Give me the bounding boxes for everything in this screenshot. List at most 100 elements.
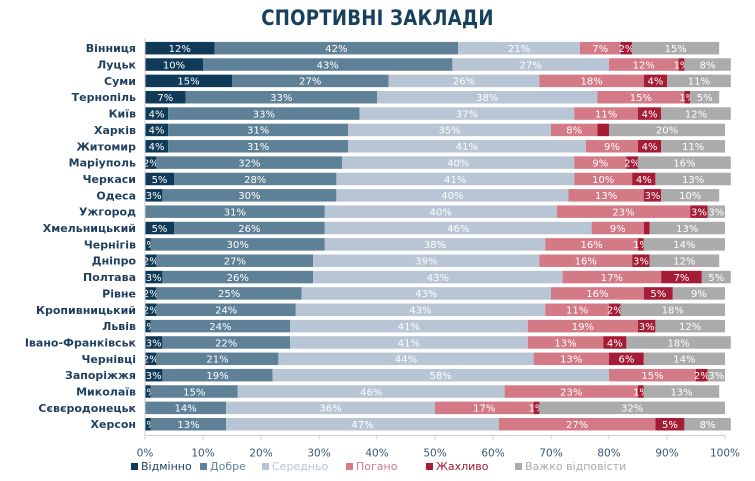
data-label: 4% <box>647 77 663 88</box>
x-tick-label: 50% <box>423 447 446 459</box>
bar-segment-важко-відповісти <box>609 123 725 137</box>
data-label: 13% <box>554 338 576 349</box>
x-tick-label: 30% <box>307 447 330 459</box>
data-label: 16% <box>673 158 695 169</box>
bar-segment-погано <box>504 385 638 398</box>
data-label: 41% <box>444 175 466 186</box>
data-label: 2% <box>143 257 159 268</box>
category-label: Черкаси <box>83 173 136 186</box>
chart-title: СПОРТИВНІ ЗАКЛАДИ <box>261 6 494 30</box>
bar-segment-відмінно <box>145 58 203 71</box>
bar-segment-жахливо <box>638 238 644 251</box>
legend-item-важко-відповісти[interactable]: Важко відповісти <box>515 460 626 473</box>
bar-segment-відмінно <box>145 140 169 153</box>
data-label: 8% <box>700 60 716 71</box>
bar-segment-жахливо <box>533 401 540 415</box>
bar-segment-погано <box>597 90 685 104</box>
data-label: 17% <box>601 273 623 284</box>
bar-segment-жахливо <box>626 156 638 169</box>
bar-segment-добре <box>232 74 389 88</box>
bar-segment-жахливо <box>638 319 656 333</box>
bar-segment-добре <box>214 41 459 55</box>
bar-segment-середньо <box>458 41 580 55</box>
x-tick-label: 60% <box>481 447 504 459</box>
data-label: 35% <box>438 126 460 137</box>
data-label: 18% <box>662 306 684 317</box>
legend-item-добре[interactable]: Добре <box>200 460 246 473</box>
bar-segment-жахливо <box>684 90 691 104</box>
bar-segment-важко-відповісти <box>649 221 725 235</box>
bar-segment-погано <box>533 352 609 366</box>
data-label: 1% <box>529 404 545 415</box>
bar-segment-погано <box>574 172 633 186</box>
data-label: 1% <box>140 240 156 251</box>
legend-item-жахливо[interactable]: Жахливо <box>426 460 489 473</box>
category-label: Суми <box>104 75 136 88</box>
bar-segment-відмінно <box>145 123 169 137</box>
bar-segment-відмінно <box>145 352 157 366</box>
bar-segment-жахливо <box>603 336 627 349</box>
bar-segment-важко-відповісти <box>707 368 725 382</box>
data-label: 5% <box>152 175 168 186</box>
bar-segment-погано <box>574 156 627 169</box>
bar-segment-жахливо <box>655 417 685 431</box>
bar-segment-відмінно <box>145 319 151 333</box>
data-label: 1% <box>633 240 649 251</box>
bar-segment-жахливо <box>678 58 685 71</box>
bar-segment-відмінно <box>145 287 157 300</box>
legend-item-середньо[interactable]: Середньо <box>262 460 328 473</box>
bar-segment-погано <box>545 238 638 251</box>
bar-segment-середньо <box>359 107 575 120</box>
data-label: 42% <box>325 44 347 55</box>
bar-segment-добре <box>168 107 360 120</box>
data-label: 4% <box>636 175 652 186</box>
data-label: 13% <box>595 191 617 202</box>
bar-segment-середньо <box>324 238 546 251</box>
legend-swatch <box>346 463 353 470</box>
data-label: 5% <box>662 420 678 431</box>
data-label: 1% <box>140 420 156 431</box>
data-label: 11% <box>595 109 617 120</box>
legend-item-відмінно[interactable]: Відмінно <box>131 460 192 473</box>
bar-segment-погано <box>585 140 638 153</box>
data-label: 12% <box>169 44 191 55</box>
data-label: 10% <box>163 60 185 71</box>
x-tick-label: 20% <box>249 447 272 459</box>
data-label: 25% <box>218 289 240 300</box>
data-label: 33% <box>253 109 275 120</box>
bar-segment-середньо <box>226 401 435 415</box>
data-label: 5% <box>650 289 666 300</box>
data-label: 13% <box>676 224 698 235</box>
category-label: Рівне <box>102 287 136 300</box>
bar-segment-відмінно <box>145 417 151 431</box>
data-label: 14% <box>174 404 196 415</box>
category-label: Кропивницький <box>36 304 136 317</box>
bar-segment-добре <box>150 385 238 398</box>
bar-segment-погано <box>527 319 638 333</box>
data-label: 11% <box>688 77 710 88</box>
data-label: 31% <box>247 142 269 153</box>
bar-segment-добре <box>168 123 348 137</box>
bar-segment-важко-відповісти <box>672 287 725 300</box>
bar-segment-середньо <box>313 270 563 284</box>
legend-label: Важко відповісти <box>525 460 626 473</box>
bar-segment-погано <box>539 74 644 88</box>
bar-segment-важко-відповісти <box>620 303 725 317</box>
bar-segment-важко-відповісти <box>661 189 720 202</box>
data-label: 6% <box>618 355 634 366</box>
data-label: 12% <box>679 322 701 333</box>
data-label: 44% <box>395 355 417 366</box>
bar-segment-середньо <box>295 303 546 317</box>
bar-segment-погано <box>609 58 679 71</box>
data-label: 17% <box>473 404 495 415</box>
bar-segment-добре <box>156 352 279 366</box>
bar-segment-добре <box>162 368 273 382</box>
legend-item-погано[interactable]: Погано <box>346 460 398 473</box>
data-label: 31% <box>247 126 269 137</box>
bar-segment-важко-відповісти <box>643 238 725 251</box>
bar-segment-важко-відповісти <box>661 107 731 120</box>
bar-segment-погано <box>435 401 534 415</box>
data-label: 2% <box>143 306 159 317</box>
bar-segment-середньо <box>452 58 609 71</box>
bar-segment-відмінно <box>145 270 163 284</box>
